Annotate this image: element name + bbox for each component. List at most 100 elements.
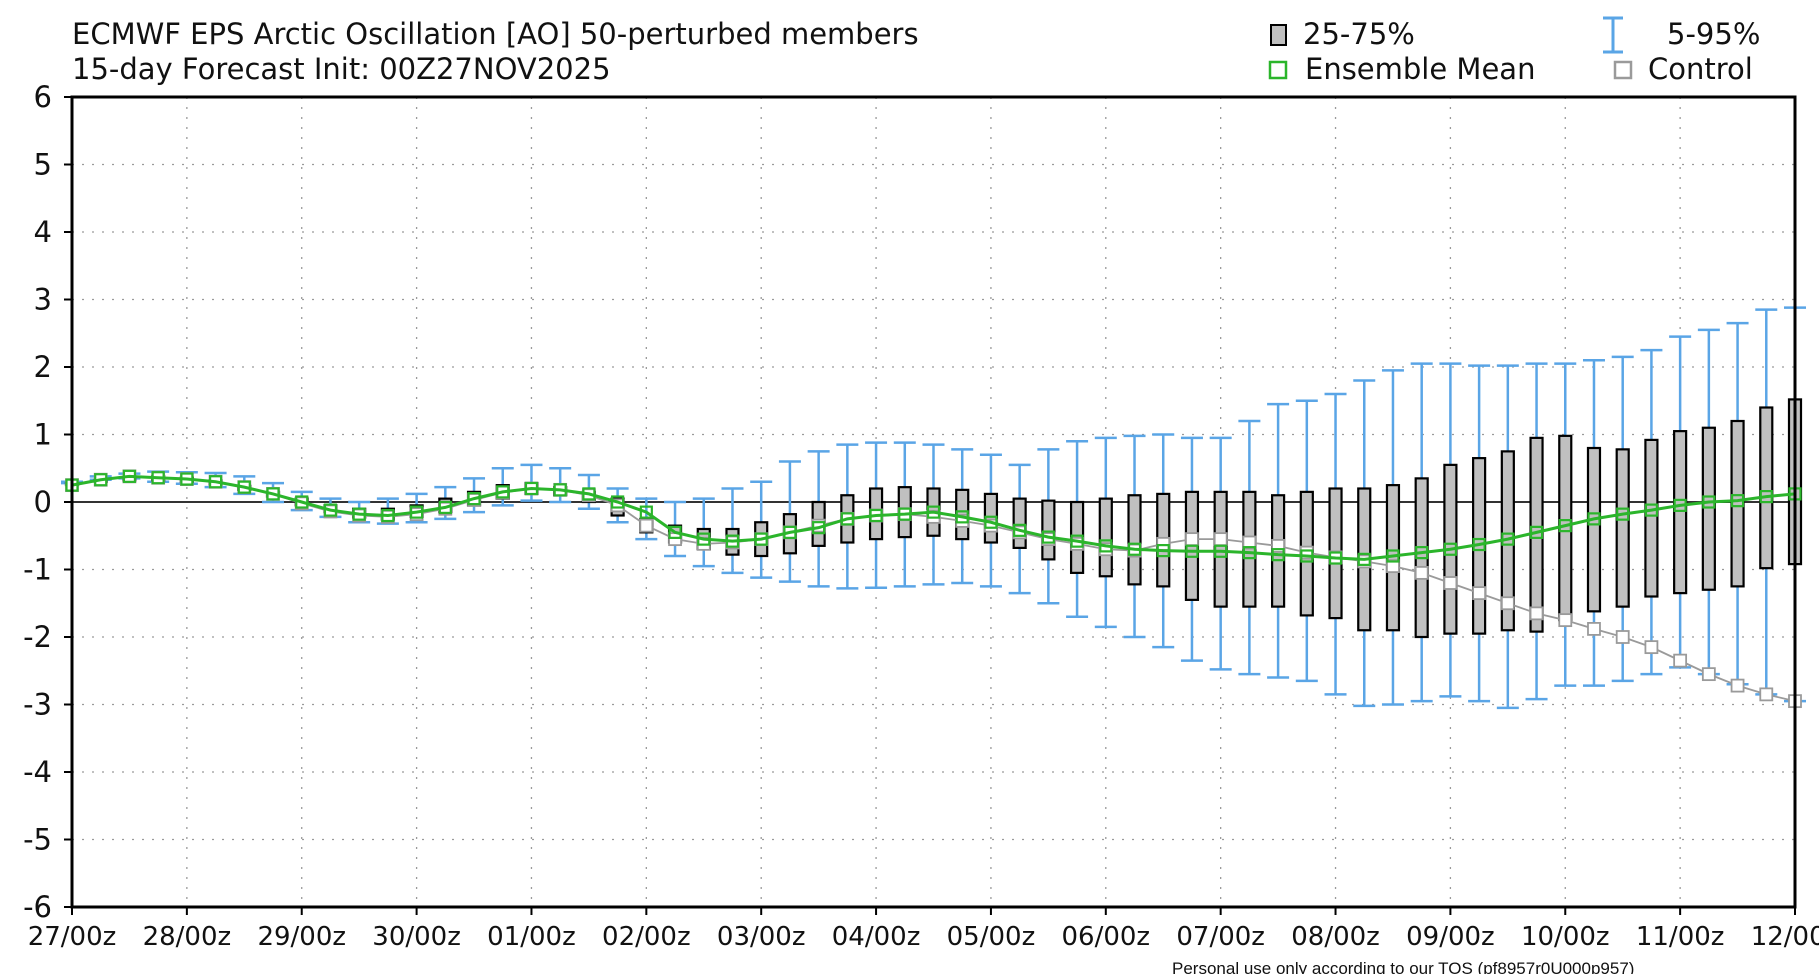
ensemble-mean-marker	[1070, 534, 1084, 548]
control-marker	[1587, 622, 1601, 636]
ensemble-mean-marker	[984, 515, 998, 529]
ensemble-mean-marker	[295, 495, 309, 509]
ensemble-mean-marker	[1415, 546, 1429, 560]
control-marker	[1185, 532, 1199, 547]
legend-iqr-label: 25-75%	[1303, 17, 1415, 51]
legend: 25-75% 5-95% Ensemble Mean Control	[1268, 16, 1760, 86]
ensemble-mean-marker	[381, 508, 395, 523]
y-tick-label: 3	[34, 283, 52, 317]
x-tick-label: 27/00z	[28, 922, 117, 952]
ensemble-mean-marker	[438, 500, 452, 514]
ensemble-mean-marker	[840, 512, 854, 526]
ensemble-mean-marker	[208, 475, 223, 489]
ensemble-mean-marker	[869, 508, 883, 523]
ensemble-mean-marker	[467, 492, 481, 506]
control-marker	[1156, 536, 1171, 551]
ensemble-mean-marker	[955, 510, 969, 524]
chart-title: ECMWF EPS Arctic Oscillation [AO] 50-per…	[72, 17, 919, 51]
iqr-box	[1701, 426, 1716, 591]
legend-whisker-label: 5-95%	[1667, 17, 1760, 51]
y-tick-label: -6	[23, 890, 52, 924]
ensemble-mean-marker	[898, 507, 912, 521]
ensemble-mean-marker	[1127, 542, 1142, 556]
control-marker	[1644, 640, 1659, 655]
legend-iqr-swatch	[1270, 24, 1287, 46]
x-tick-label: 12/00z	[1751, 922, 1819, 952]
ensemble-mean-marker	[725, 534, 740, 548]
ensemble-mean-marker	[1357, 552, 1371, 566]
ensemble-mean-marker	[410, 505, 424, 519]
y-tick-label: 0	[34, 485, 52, 519]
ensemble-mean-marker	[1759, 490, 1773, 504]
control-marker	[1558, 613, 1573, 628]
ensemble-mean-marker	[496, 485, 510, 499]
ensemble-mean-marker	[611, 495, 625, 509]
y-tick-label: 1	[34, 418, 52, 452]
iqr-box	[1213, 490, 1228, 608]
legend-mean-swatch	[1268, 60, 1288, 80]
iqr-box	[1041, 499, 1056, 561]
ensemble-mean-marker	[237, 480, 251, 494]
control-marker	[1414, 565, 1429, 580]
legend-control-swatch	[1613, 60, 1633, 80]
x-tick-label: 03/00z	[717, 922, 806, 952]
ensemble-mean-marker	[1616, 507, 1630, 521]
ensemble-mean-marker	[1156, 543, 1170, 558]
ensemble-mean-marker	[1529, 525, 1544, 539]
ensemble-mean-marker	[1185, 544, 1199, 558]
ensemble-mean-marker	[1644, 503, 1659, 517]
ensemble-mean-marker	[1328, 551, 1343, 565]
control-marker	[1213, 532, 1228, 547]
ensemble-mean-marker	[1386, 549, 1400, 563]
ensemble-mean-marker	[553, 483, 567, 497]
ensemble-mean-marker	[1587, 512, 1601, 526]
y-tick-label: 5	[34, 148, 52, 182]
ensemble-mean-marker	[1041, 530, 1055, 544]
control-marker	[1701, 667, 1716, 682]
control-marker	[1242, 535, 1257, 550]
ensemble-mean-marker	[1472, 537, 1486, 552]
control-marker	[1529, 606, 1544, 621]
y-tick-label: -2	[23, 620, 52, 654]
iqr-box	[1615, 448, 1630, 608]
control-marker	[1615, 630, 1630, 644]
iqr-box	[1673, 430, 1688, 595]
ensemble-mean-marker	[151, 471, 165, 485]
iqr-box	[1098, 497, 1113, 578]
ensemble-mean-marker	[1730, 494, 1745, 508]
control-marker	[1386, 559, 1400, 574]
chart-subtitle: 15-day Forecast Init: 00Z27NOV2025	[72, 52, 611, 86]
control-marker	[639, 518, 654, 533]
x-tick-label: 01/00z	[487, 922, 576, 952]
iqr-box	[1012, 497, 1027, 550]
ensemble-mean-marker	[1673, 498, 1687, 512]
iqr-box	[1644, 438, 1659, 598]
ensemble-mean-marker	[122, 469, 137, 483]
ensemble-mean-marker	[1214, 544, 1228, 558]
ensemble-mean-marker	[1300, 549, 1314, 563]
ensemble-mean-marker	[1013, 523, 1027, 537]
x-tick-label: 06/00z	[1062, 922, 1151, 952]
iqr-box	[1759, 406, 1774, 570]
control-marker	[1730, 678, 1745, 693]
x-tick-label: 02/00z	[602, 922, 691, 952]
x-tick-label: 30/00z	[372, 922, 461, 952]
y-tick-label: -4	[23, 755, 52, 789]
ensemble-mean-marker	[352, 507, 366, 521]
control-marker	[1673, 653, 1688, 668]
ensemble-mean-marker	[1271, 548, 1285, 562]
ensemble-mean-marker	[812, 521, 826, 535]
ensemble-mean-marker	[94, 473, 108, 487]
iqr-box	[1127, 494, 1142, 586]
legend-mean-label: Ensemble Mean	[1305, 52, 1535, 86]
ensemble-mean-marker	[1099, 539, 1113, 553]
control-marker	[1443, 576, 1458, 590]
ensemble-mean-marker	[1702, 495, 1716, 509]
x-tick-label: 11/00z	[1636, 922, 1725, 952]
ensemble-mean-marker	[926, 505, 941, 519]
ensemble-mean-marker	[323, 503, 338, 517]
x-tick-label: 05/00z	[947, 922, 1036, 952]
ensemble-mean-series	[65, 469, 1802, 566]
ensemble-mean-marker	[1501, 532, 1515, 546]
y-tick-label: -1	[23, 553, 52, 587]
